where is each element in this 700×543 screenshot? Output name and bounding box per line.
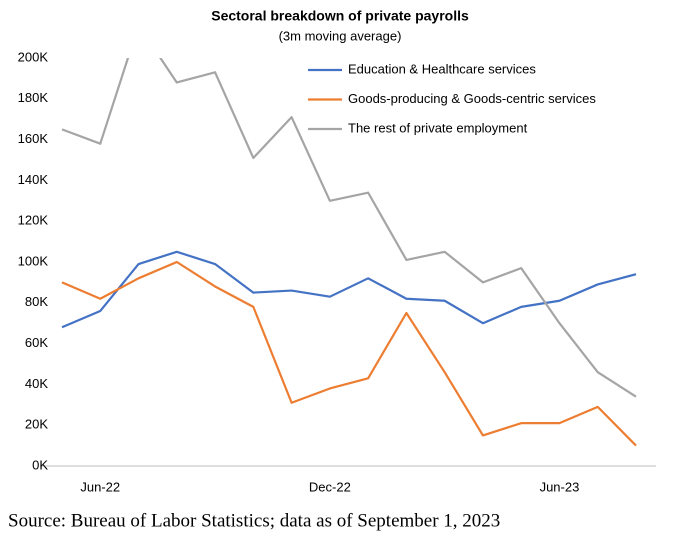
plot-area <box>61 58 637 447</box>
y-tick-label: 180K <box>18 90 49 105</box>
y-tick-label: 100K <box>18 253 49 268</box>
series-line <box>61 58 637 398</box>
y-tick-label: 200K <box>18 49 49 64</box>
series-line <box>61 260 637 447</box>
y-tick-label: 40K <box>25 376 48 391</box>
y-tick-label: 20K <box>25 417 48 432</box>
y-tick-label: 140K <box>18 172 49 187</box>
chart-subtitle: (3m moving average) <box>279 28 402 43</box>
y-tick-label: 160K <box>18 131 49 146</box>
y-tick-label: 60K <box>25 335 48 350</box>
legend-label: The rest of private employment <box>348 120 528 135</box>
y-tick-label: 0K <box>32 457 48 472</box>
x-tick-label: Dec-22 <box>309 479 351 494</box>
legend-label: Education & Healthcare services <box>348 61 536 76</box>
y-tick-label: 80K <box>25 294 48 309</box>
series-line <box>61 250 637 329</box>
x-tick-label: Jun-22 <box>80 479 120 494</box>
y-tick-label: 120K <box>18 213 49 228</box>
legend-label: Goods-producing & Goods-centric services <box>348 91 596 106</box>
chart-title: Sectoral breakdown of private payrolls <box>211 8 469 24</box>
x-tick-label: Jun-23 <box>540 479 580 494</box>
source-note: Source: Bureau of Labor Statistics; data… <box>8 510 500 531</box>
